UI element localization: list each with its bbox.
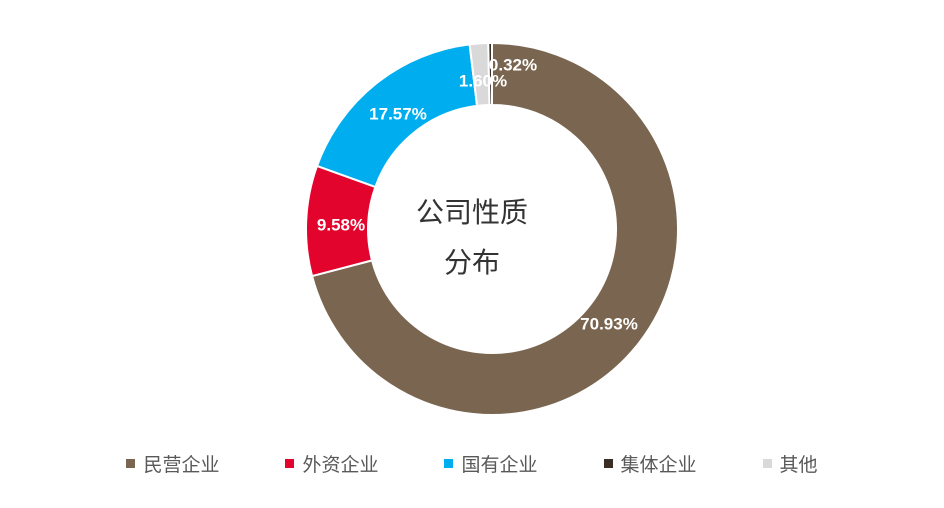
legend-swatch bbox=[762, 458, 772, 468]
legend-item-state-owned: 国有企业 bbox=[444, 450, 538, 477]
legend-label: 国有企业 bbox=[461, 453, 538, 476]
legend-swatch bbox=[444, 458, 454, 468]
slice-data-label: 1.60% bbox=[459, 71, 507, 90]
slice-data-label: 0.32% bbox=[489, 55, 537, 74]
slice-data-label: 70.93% bbox=[580, 314, 638, 333]
center-title-line-1: 公司性质 bbox=[415, 196, 528, 229]
legend-swatch bbox=[603, 458, 613, 468]
chart-center-title: 公司性质 分布 bbox=[392, 188, 552, 288]
legend-label: 其他 bbox=[779, 453, 818, 476]
legend-label: 外资企业 bbox=[302, 453, 379, 476]
legend-swatch bbox=[126, 458, 136, 468]
legend-item-private: 民营企业 bbox=[126, 450, 219, 477]
legend-item-collective: 集体企业 bbox=[603, 450, 697, 477]
center-title-line-2: 分布 bbox=[443, 246, 500, 279]
legend-label: 集体企业 bbox=[620, 453, 697, 476]
chart-legend: 民营企业 外资企业 国有企业 集体企业 其他 bbox=[0, 448, 944, 478]
legend-item-other: 其他 bbox=[762, 450, 818, 477]
slice-data-label: 17.57% bbox=[369, 104, 427, 123]
donut-slice bbox=[310, 41, 679, 416]
donut-slice bbox=[487, 41, 493, 107]
legend-label: 民营企业 bbox=[143, 453, 220, 476]
legend-swatch bbox=[285, 458, 295, 468]
legend-item-foreign: 外资企业 bbox=[285, 450, 378, 477]
slice-data-label: 9.58% bbox=[317, 215, 365, 234]
